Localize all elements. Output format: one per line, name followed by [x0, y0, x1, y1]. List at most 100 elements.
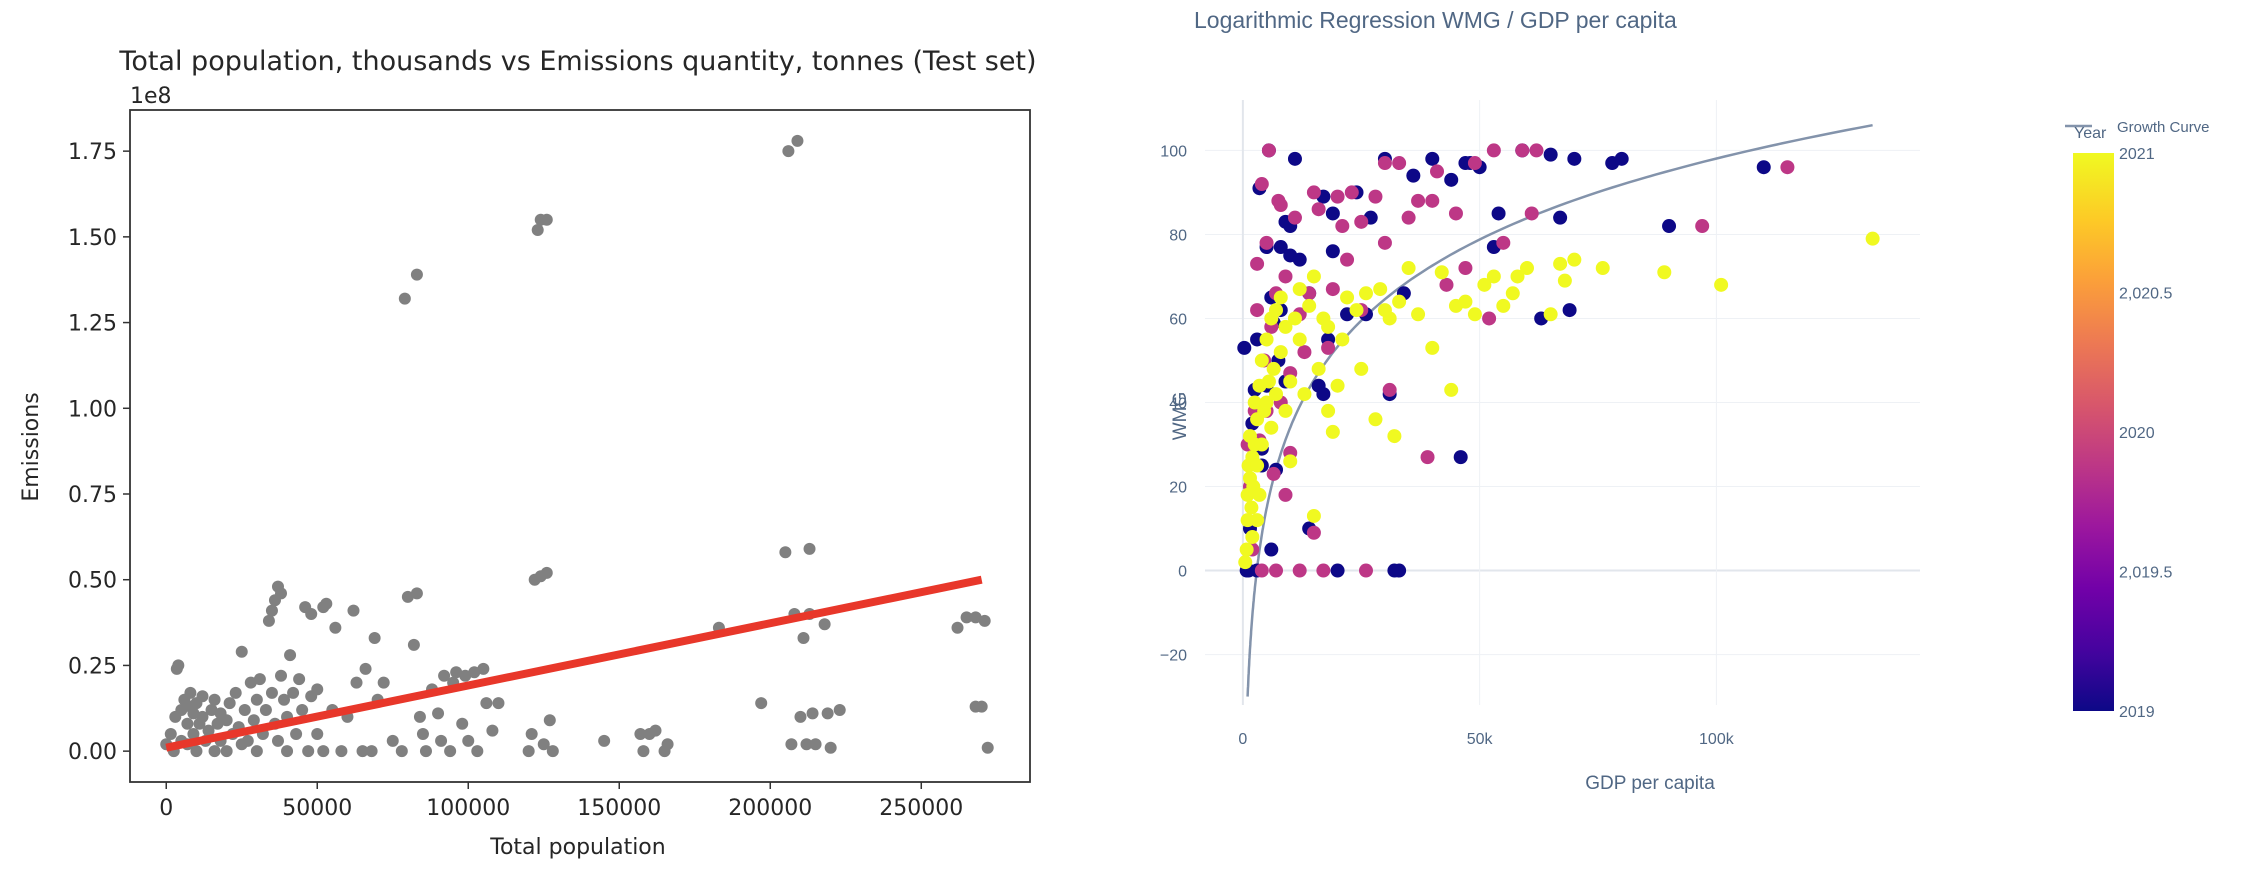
data-point-2019: [1406, 168, 1421, 183]
data-point-2020: [1430, 164, 1445, 179]
data-point-2021: [1306, 269, 1321, 284]
data-point-2021: [1244, 500, 1259, 515]
data-point-2021: [1458, 294, 1473, 309]
data-point: [477, 662, 490, 675]
data-point: [755, 697, 768, 710]
data-point-2021: [1269, 387, 1284, 402]
data-point-2020: [1420, 450, 1435, 465]
data-point-2020: [1524, 206, 1539, 221]
data-point: [247, 714, 260, 727]
right-chart-title: Logarithmic Regression WMG / GDP per cap…: [1194, 7, 1677, 33]
data-point-2020: [1425, 193, 1440, 208]
data-point-2020: [1321, 340, 1336, 355]
data-point: [951, 621, 964, 634]
data-point: [413, 710, 426, 723]
data-point-2020: [1354, 214, 1369, 229]
data-point: [187, 728, 200, 740]
data-point: [456, 717, 469, 730]
data-point-2019: [1662, 219, 1677, 234]
data-point-2021: [1354, 361, 1369, 376]
data-point: [540, 213, 553, 226]
data-point: [311, 683, 324, 696]
data-point: [960, 611, 973, 624]
data-point: [238, 704, 251, 716]
data-point: [401, 590, 414, 603]
data-point-2020: [1382, 382, 1397, 397]
data-point-2021: [1368, 412, 1383, 427]
left-y-tick-label: 0.00: [68, 740, 117, 765]
data-point: [432, 707, 445, 720]
data-point: [785, 738, 798, 751]
data-point-2021: [1239, 542, 1254, 557]
data-point-2021: [1335, 332, 1350, 347]
data-point-2020: [1401, 210, 1416, 225]
data-point-2019: [1562, 303, 1577, 318]
data-point-2021: [1250, 458, 1265, 473]
data-point: [522, 745, 535, 758]
data-point: [305, 608, 318, 620]
left-x-tick-label: 250000: [879, 796, 963, 821]
data-point-2020: [1780, 160, 1795, 175]
data-point: [365, 745, 378, 758]
data-point: [531, 224, 544, 236]
data-point: [543, 714, 556, 727]
data-point-2021: [1311, 361, 1326, 376]
left-x-tick-label: 150000: [577, 796, 661, 821]
data-point-2021: [1510, 269, 1525, 284]
data-point: [407, 638, 420, 651]
data-point-2021: [1553, 256, 1568, 271]
data-point-2020: [1259, 235, 1274, 250]
data-point-2020: [1250, 303, 1265, 318]
data-point: [220, 745, 233, 758]
data-point: [205, 704, 218, 716]
data-point: [284, 649, 297, 662]
data-point: [290, 728, 303, 740]
data-point-2021: [1373, 282, 1388, 297]
data-point-2021: [1273, 345, 1288, 360]
data-point-2020: [1278, 487, 1293, 502]
data-point: [450, 666, 463, 679]
data-point-2020: [1344, 185, 1359, 200]
data-point-2021: [1238, 555, 1253, 570]
data-point: [800, 738, 813, 751]
data-point: [525, 728, 538, 740]
right-x-axis-label: GDP per capita: [1585, 773, 1715, 794]
data-point: [181, 717, 194, 730]
data-point-2021: [1425, 340, 1440, 355]
data-point: [259, 704, 272, 716]
data-point: [275, 669, 288, 682]
data-point: [661, 738, 674, 751]
left-x-ticks: 0 50000 100000 150000 200000 250000: [159, 782, 963, 821]
data-point-2019: [1543, 147, 1558, 162]
data-point: [271, 734, 284, 747]
data-point: [471, 745, 484, 758]
data-point: [438, 669, 451, 682]
data-point: [202, 724, 215, 737]
data-point-2020: [1250, 256, 1265, 271]
data-point-2020: [1439, 277, 1454, 292]
left-y-tick-label: 1.00: [68, 397, 117, 422]
data-point: [821, 707, 834, 720]
colorbar-tick-label: 2019: [2119, 704, 2155, 721]
data-point: [265, 604, 278, 617]
data-point-2020: [1448, 206, 1463, 221]
data-point: [969, 611, 982, 624]
data-point: [302, 745, 315, 758]
colorbar-tick-label: 2,020.5: [2119, 286, 2172, 303]
data-point-2021: [1340, 290, 1355, 305]
left-y-axis-label: Emissions: [19, 392, 44, 501]
data-point: [208, 745, 221, 758]
data-point-2021: [1321, 403, 1336, 418]
data-point: [435, 734, 448, 747]
right-x-tick-label: 0: [1238, 731, 1247, 748]
data-point: [419, 745, 432, 758]
left-y-tick-label: 1.25: [68, 312, 117, 337]
data-point-2021: [1444, 382, 1459, 397]
left-y-tick-label: 0.25: [68, 654, 117, 679]
data-point: [975, 700, 988, 713]
data-point-2021: [1302, 298, 1317, 313]
legend[interactable]: Growth Curve: [2065, 119, 2210, 136]
data-point: [818, 618, 831, 631]
data-point-2019: [1567, 151, 1582, 166]
data-point-2021: [1865, 231, 1880, 246]
